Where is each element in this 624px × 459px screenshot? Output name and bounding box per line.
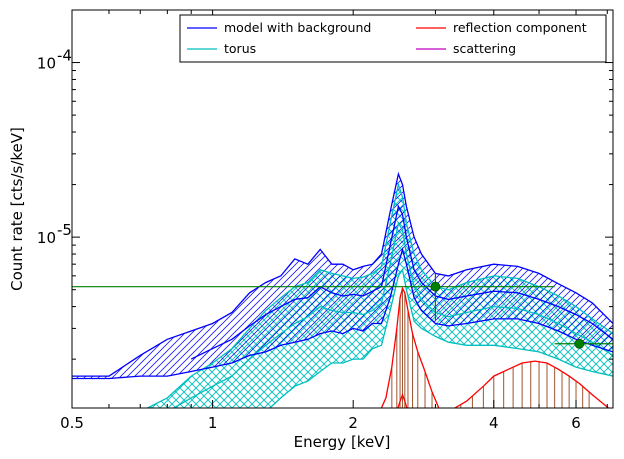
model-lower-line [72, 246, 613, 380]
x-tick-label: 1 [208, 414, 218, 432]
y-tick-exponent: -5 [57, 221, 72, 239]
torus-lower-line [268, 268, 613, 408]
y-tick-label: 10 [37, 55, 56, 73]
legend-label-reflection: reflection component [453, 20, 587, 35]
y-axis-title: Count rate [cts/s/keV] [8, 127, 26, 291]
legend: model with background reflection compone… [179, 14, 607, 63]
reflection-line [380, 286, 610, 408]
x-tick-label: 4 [489, 414, 499, 432]
plot-area [72, 171, 613, 408]
model-mid-line [190, 204, 613, 360]
data-point-marker [574, 338, 585, 349]
legend-box [179, 14, 607, 63]
y-tick-label: 10 [37, 229, 56, 247]
x-tick-label: 0.5 [60, 414, 84, 432]
x-tick-label: 2 [348, 414, 358, 432]
plot-frame [71, 9, 614, 409]
data-point-marker [430, 281, 441, 292]
legend-label-torus: torus [224, 41, 256, 56]
data-point-2 [554, 338, 613, 349]
y-axis: 10-510-4 [37, 9, 613, 360]
reflection-low-bump [397, 392, 408, 408]
x-tick-label: 6 [571, 414, 581, 432]
legend-label-model: model with background [224, 20, 371, 35]
x-axis-title: Energy [keV] [294, 433, 391, 451]
legend-label-scattering: scattering [453, 41, 516, 56]
model-upper-line [72, 171, 613, 377]
y-tick-exponent: -4 [57, 47, 72, 65]
torus-mid-line [172, 221, 613, 408]
data-point-1 [72, 273, 555, 322]
